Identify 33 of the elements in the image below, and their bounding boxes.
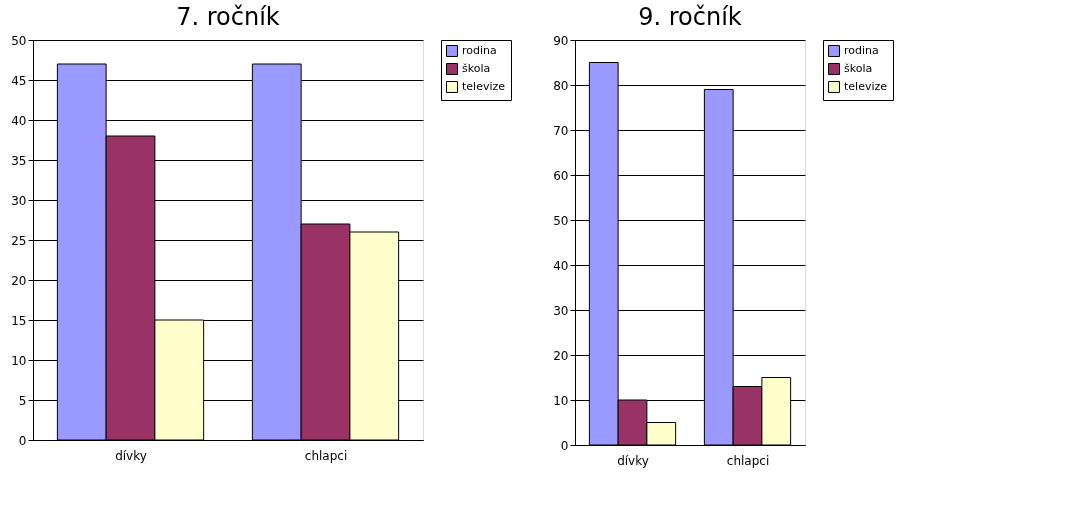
y-tick-label: 10	[11, 353, 27, 368]
y-tick-label: 15	[11, 313, 27, 328]
y-tick-label: 0	[560, 438, 569, 453]
y-tick-label: 45	[11, 73, 27, 88]
y-tick-label: 60	[553, 168, 569, 183]
y-tick-label: 30	[11, 193, 27, 208]
y-tick-label: 70	[553, 123, 569, 138]
y-tick-label: 40	[553, 258, 569, 273]
x-tick-label: dívky	[617, 453, 649, 468]
x-tick-label: chlapci	[304, 448, 348, 463]
y-tick-label: 25	[11, 233, 27, 248]
y-tick-label: 20	[553, 348, 569, 363]
legend-label: škola	[844, 62, 873, 75]
x-tick-label: chlapci	[726, 453, 770, 468]
y-tick-label: 50	[11, 33, 27, 48]
y-tick-label: 0	[18, 433, 27, 448]
y-tick-label: 40	[11, 113, 27, 128]
chart-title: 9. ročník	[638, 3, 742, 31]
chart-title: 7. ročník	[176, 3, 280, 31]
y-tick-label: 90	[553, 33, 569, 48]
legend-label: rodina	[462, 44, 497, 57]
x-tick-label: dívky	[115, 448, 147, 463]
legend-label: rodina	[844, 44, 879, 57]
y-tick-label: 30	[553, 303, 569, 318]
y-tick-label: 20	[11, 273, 27, 288]
legend-label: televize	[462, 80, 506, 93]
y-tick-label: 5	[18, 393, 27, 408]
y-tick-label: 10	[553, 393, 569, 408]
y-tick-label: 50	[553, 213, 569, 228]
legend-label: škola	[462, 62, 491, 75]
y-tick-label: 35	[11, 153, 27, 168]
y-tick-label: 80	[553, 78, 569, 93]
legend-label: televize	[844, 80, 888, 93]
